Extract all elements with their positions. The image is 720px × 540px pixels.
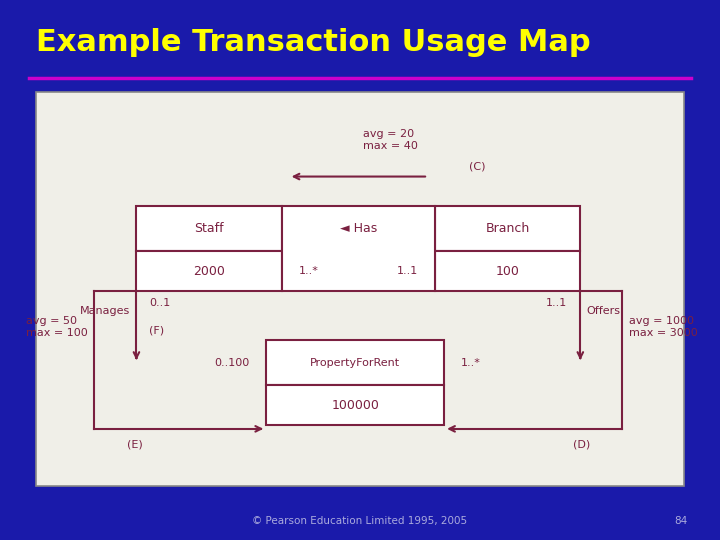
- Bar: [266, 340, 444, 386]
- Text: 1..1: 1..1: [397, 266, 418, 276]
- Text: 0..1: 0..1: [150, 298, 171, 308]
- Text: (E): (E): [127, 440, 143, 450]
- Text: Manages: Manages: [80, 306, 130, 316]
- Text: (D): (D): [573, 440, 590, 450]
- Text: 1..*: 1..*: [299, 266, 318, 276]
- Bar: [435, 206, 580, 252]
- Text: avg = 1000
max = 3000: avg = 1000 max = 3000: [629, 316, 698, 338]
- Bar: [282, 206, 435, 291]
- Text: © Pearson Education Limited 1995, 2005: © Pearson Education Limited 1995, 2005: [253, 516, 467, 526]
- Text: Branch: Branch: [485, 222, 529, 235]
- Text: 1..*: 1..*: [461, 358, 480, 368]
- Text: 1..1: 1..1: [546, 298, 567, 308]
- Text: (F): (F): [150, 325, 165, 335]
- Bar: [137, 252, 282, 291]
- Text: avg = 20
max = 40: avg = 20 max = 40: [364, 130, 418, 151]
- Text: Staff: Staff: [194, 222, 224, 235]
- Bar: [435, 252, 580, 291]
- Bar: [137, 206, 282, 252]
- Text: Offers: Offers: [587, 306, 621, 316]
- Text: 84: 84: [675, 516, 688, 526]
- Text: (C): (C): [469, 161, 485, 172]
- Text: PropertyForRent: PropertyForRent: [310, 358, 400, 368]
- Bar: [36, 92, 684, 486]
- Bar: [266, 386, 444, 425]
- Text: ◄ Has: ◄ Has: [340, 222, 377, 235]
- Text: 100000: 100000: [331, 399, 379, 411]
- Text: avg = 50
max = 100: avg = 50 max = 100: [26, 316, 88, 338]
- Text: 2000: 2000: [194, 265, 225, 278]
- Text: 100: 100: [495, 265, 519, 278]
- Text: Example Transaction Usage Map: Example Transaction Usage Map: [36, 28, 590, 57]
- Text: 0..100: 0..100: [215, 358, 250, 368]
